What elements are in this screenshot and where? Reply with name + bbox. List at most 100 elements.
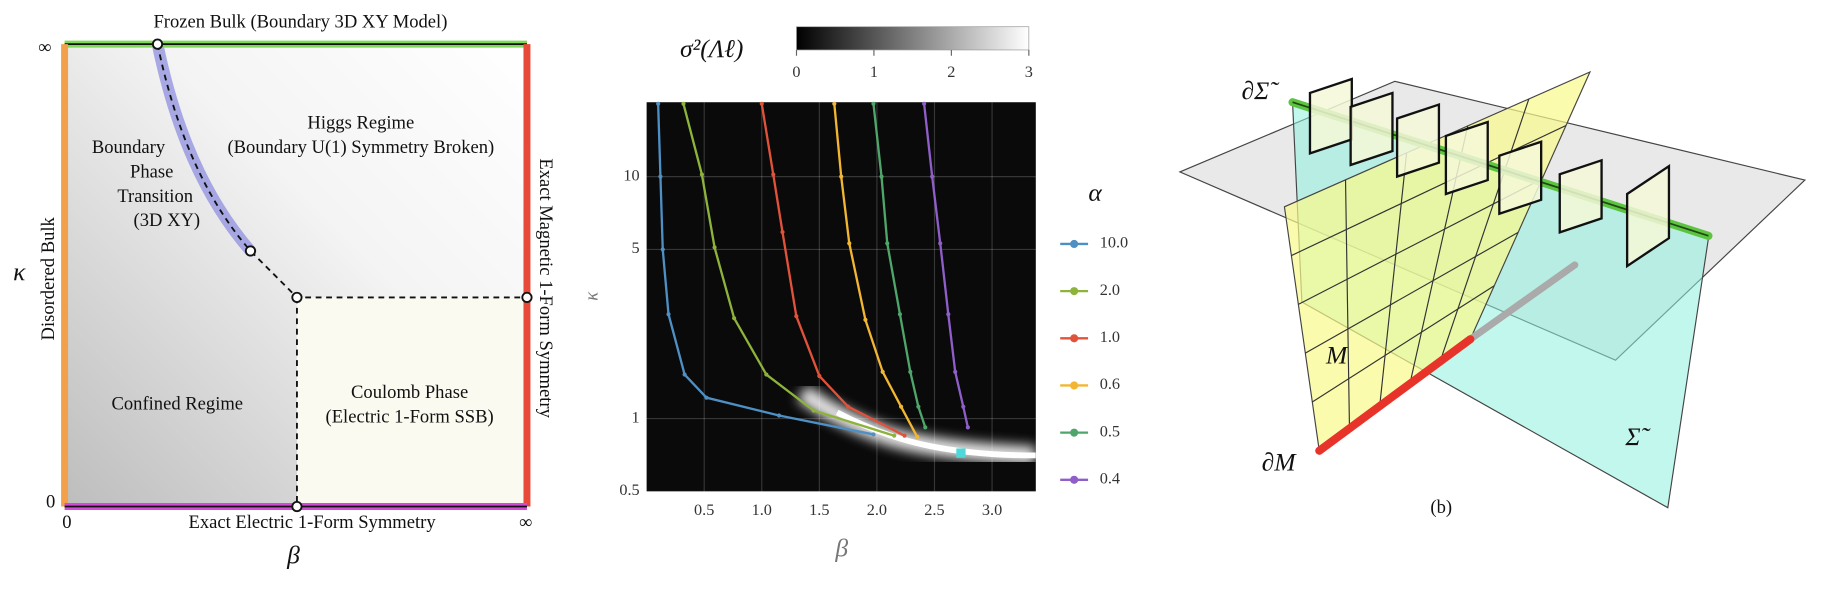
plaquette	[1395, 102, 1441, 179]
x-tick-label: 2.0	[867, 501, 887, 519]
y-tick-label: ∞	[38, 37, 51, 58]
region-label: Higgs Regime	[307, 113, 414, 134]
caption: (b)	[1430, 497, 1452, 518]
plane-grid	[1344, 179, 1351, 429]
series-point	[776, 413, 782, 418]
plane-grid	[1439, 98, 1530, 362]
legend-swatch-dot	[1070, 381, 1079, 390]
series-point	[817, 373, 822, 379]
series-point	[863, 317, 868, 322]
series-point	[922, 101, 927, 106]
x-axis-label: β	[286, 540, 300, 569]
region-label: Phase	[130, 161, 173, 182]
x-axis-label: β	[834, 534, 848, 563]
plane-grid	[1291, 124, 1567, 257]
series-point	[892, 433, 897, 438]
series-point	[880, 369, 885, 374]
series-point	[658, 174, 663, 179]
node	[291, 291, 303, 303]
series-point	[871, 101, 876, 106]
series-point	[897, 312, 903, 317]
legend-swatch-dot	[1070, 287, 1079, 296]
series-point	[712, 245, 717, 250]
series-point	[832, 101, 837, 106]
x-tick-label: 2.5	[924, 501, 944, 519]
legend-label: 0.6	[1100, 375, 1120, 393]
plaquette	[1558, 158, 1603, 234]
series-point	[780, 229, 785, 235]
series-point	[879, 174, 884, 179]
series-point	[871, 432, 876, 437]
grey-edge	[1466, 261, 1579, 343]
node	[521, 291, 533, 303]
plaquette	[1498, 140, 1543, 216]
plaquette	[1444, 120, 1489, 196]
y-tick-label: 0	[46, 491, 55, 512]
series-point	[794, 314, 799, 319]
series-point	[946, 312, 951, 317]
bottom-label: Exact Electric 1-Form Symmetry	[188, 512, 436, 533]
pd-title: Frozen Bulk (Boundary 3D XY Model)	[153, 12, 447, 33]
region-label: Transition	[117, 186, 193, 207]
y-tick-label: 5	[632, 239, 640, 257]
colorbar-title: σ²(Λℓ)	[680, 34, 743, 63]
region-label: (3D XY)	[134, 210, 201, 231]
series-point	[938, 241, 943, 246]
boundary-m	[1315, 335, 1475, 455]
series-point	[699, 172, 704, 177]
right-label: Exact Magnetic 1-Form Symmetry	[535, 158, 556, 418]
legend-title: α	[1088, 178, 1102, 207]
series-point	[916, 404, 921, 409]
series-point	[847, 241, 852, 246]
geometry-diagram: ∂Σ̃ M ∂M Σ̃ (b)	[1178, 70, 1807, 518]
series-point	[682, 372, 687, 377]
region-label: Boundary	[92, 137, 166, 158]
y-tick-label: 1	[632, 408, 640, 426]
legend-label: 1.0	[1100, 328, 1120, 346]
series-point	[666, 312, 671, 317]
node	[291, 500, 303, 513]
series-point	[961, 404, 966, 409]
legend-swatch-dot	[1070, 334, 1079, 343]
y-tick-label: 0.5	[619, 481, 639, 499]
series-point	[846, 404, 851, 409]
y-axis-label: κ	[13, 257, 26, 286]
x-tick-label: 3.0	[982, 501, 1002, 519]
series-point	[811, 408, 816, 413]
region-label: (Boundary U(1) Symmetry Broken)	[227, 137, 494, 158]
plane-grid	[1379, 152, 1408, 407]
plaquette	[1625, 163, 1671, 269]
coulomb-fill	[296, 297, 527, 507]
legend-swatch-dot	[1070, 239, 1079, 249]
chart: σ²(Λℓ) β κ α 0.5 1.0 1.5 2.0 2.5 3.0 0.5 1 5 10 0 1…	[581, 26, 1128, 563]
plane-grid	[1305, 231, 1519, 354]
legend-swatch-dot	[1070, 475, 1079, 484]
legend-swatch-dot	[1070, 428, 1079, 437]
region-label: (Electric 1-Form SSB)	[326, 406, 494, 427]
series-point	[771, 172, 776, 177]
diagram-label: M	[1325, 341, 1349, 370]
y-tick-label: 10	[623, 166, 639, 184]
node	[151, 38, 164, 50]
series-point	[898, 404, 904, 409]
series-point	[902, 433, 907, 438]
series-point	[732, 316, 737, 321]
series-point	[885, 241, 890, 246]
x-tick-label: 1.5	[809, 501, 829, 519]
series-point	[915, 434, 920, 439]
x-tick-label: ∞	[519, 512, 532, 533]
x-tick-label: 1.0	[752, 501, 772, 519]
series-point	[908, 369, 913, 374]
region-label: Confined Regime	[111, 394, 243, 415]
diagram-label: ∂Σ̃	[1241, 76, 1280, 105]
series-point	[839, 174, 844, 179]
series-line	[656, 103, 874, 436]
left-label: Disordered Bulk	[38, 216, 59, 340]
series-point	[660, 247, 665, 252]
plaquette	[1349, 91, 1394, 167]
x-tick-label: 0	[62, 512, 71, 533]
series-point	[965, 425, 970, 430]
heatmap	[646, 102, 1036, 492]
